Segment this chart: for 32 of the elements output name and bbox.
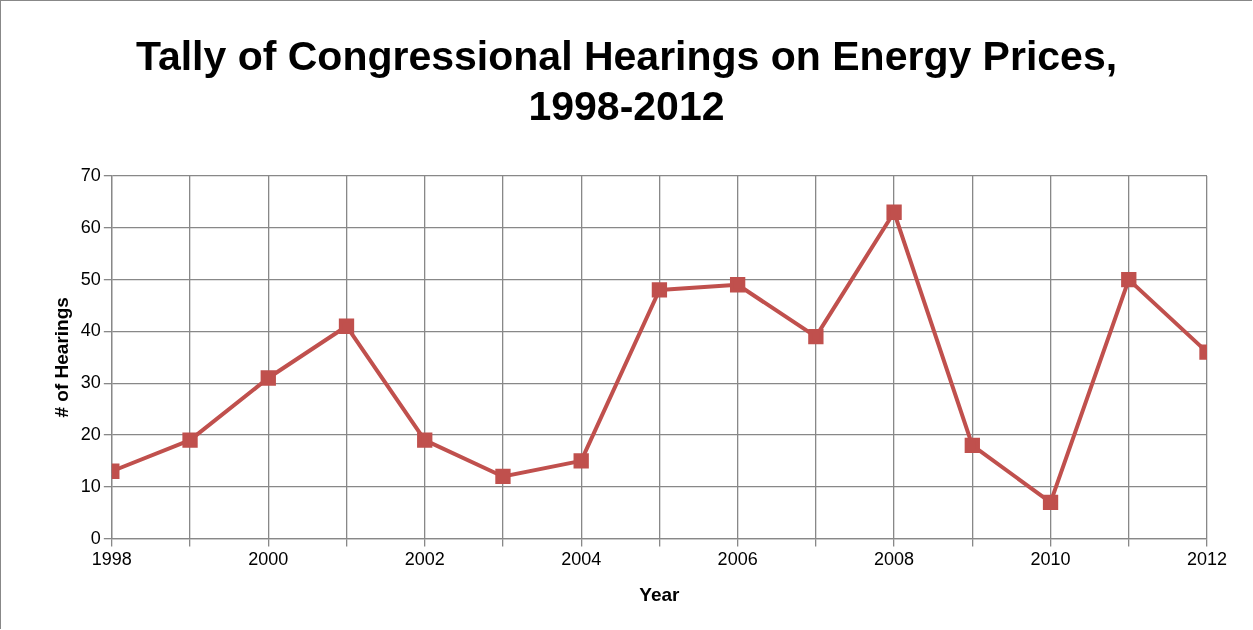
y-tick-label: 0 xyxy=(90,527,101,548)
x-tick-label: 2000 xyxy=(248,549,289,570)
point xyxy=(1042,494,1059,510)
x-tick-label: 2002 xyxy=(404,549,445,570)
x-tick-label: 2006 xyxy=(717,549,758,570)
y-tick-label: 10 xyxy=(80,475,101,496)
x-tick-label: 2010 xyxy=(1030,549,1071,570)
point xyxy=(338,318,355,334)
chart-title: Tally of Congressional Hearings on Energy Prices, 1998-2012 xyxy=(134,32,1119,131)
point xyxy=(182,432,198,448)
y-tick-label: 30 xyxy=(80,372,101,393)
x-tick-label: 2008 xyxy=(874,549,915,570)
point xyxy=(1121,271,1137,288)
point xyxy=(573,453,589,469)
y-tick-label: 20 xyxy=(80,423,101,444)
x-tick-label: 1998 xyxy=(91,549,132,570)
point xyxy=(417,432,433,448)
y-axis-title: # of Hearings xyxy=(50,297,72,418)
point xyxy=(260,370,276,386)
point xyxy=(729,277,746,293)
y-tick-label: 40 xyxy=(80,320,101,341)
point xyxy=(808,328,824,345)
point xyxy=(651,282,668,298)
x-tick-label: 2004 xyxy=(561,549,602,570)
x-axis-title: Year xyxy=(639,583,681,605)
x-tick-label: 2012 xyxy=(1186,549,1228,570)
point xyxy=(495,468,511,485)
point xyxy=(964,437,980,454)
point xyxy=(886,204,902,220)
y-tick-label: 50 xyxy=(80,268,101,289)
y-tick-label: 70 xyxy=(80,164,101,185)
y-tick-label: 60 xyxy=(80,216,101,237)
